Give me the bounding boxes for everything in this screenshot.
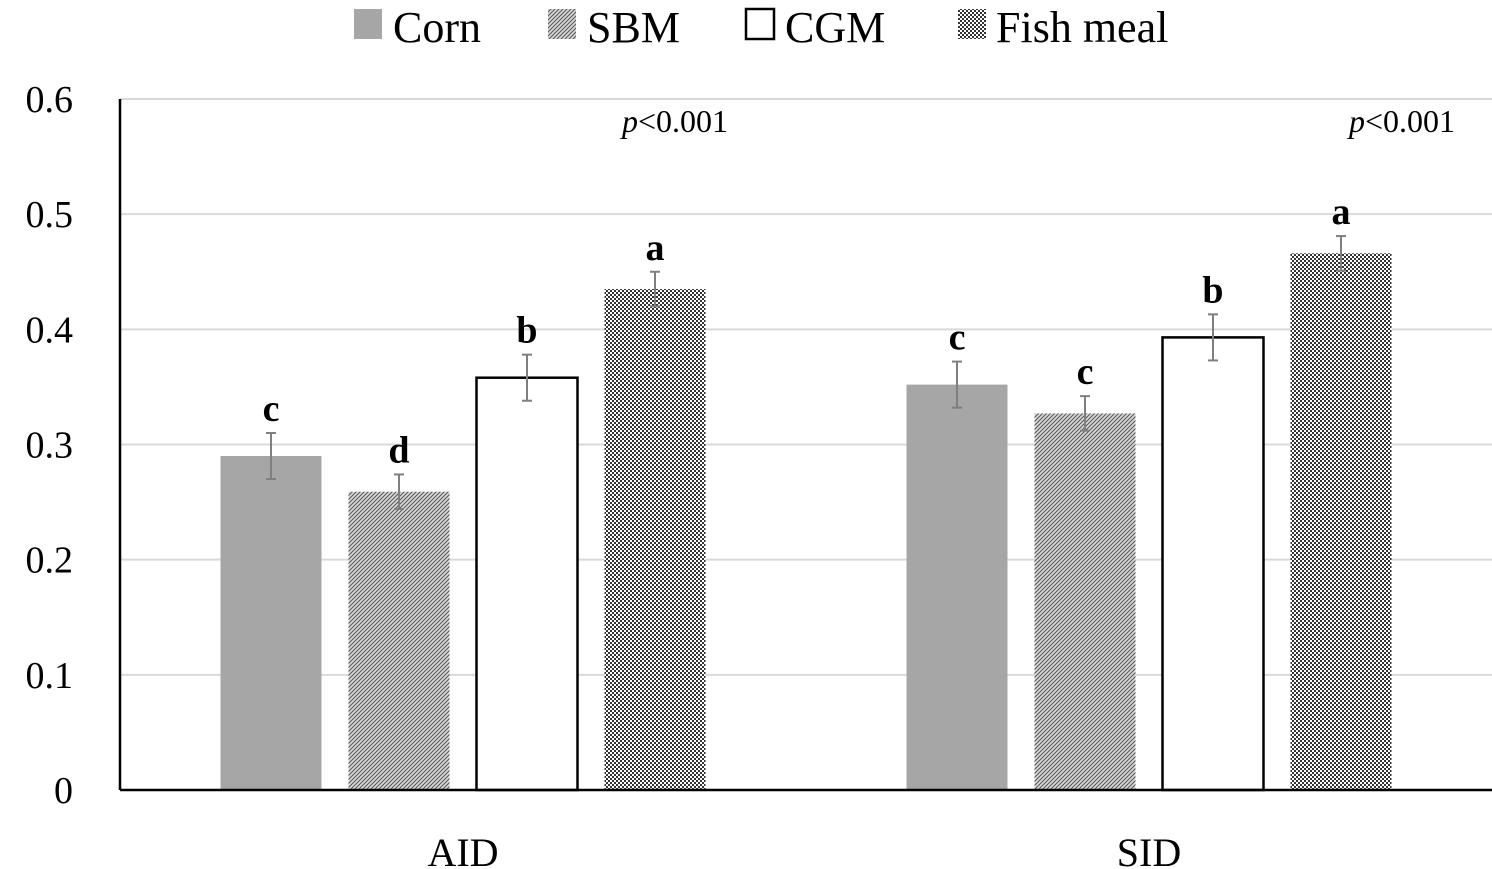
significance-letter: a [1332, 191, 1351, 233]
y-tick-label: 0.5 [26, 194, 74, 236]
p-value: <0.001 [1365, 103, 1455, 139]
legend-swatch [958, 9, 986, 39]
x-axis-categories: AID SID [427, 830, 1181, 869]
y-tick-label: 0.4 [26, 309, 74, 351]
legend: Corn SBM CGM Fish meal [354, 3, 1168, 52]
x-tick-label: AID [427, 830, 498, 869]
legend-swatch [548, 9, 576, 39]
gridlines [120, 98, 1492, 676]
legend-swatch [354, 9, 382, 39]
significance-letter: b [1202, 269, 1223, 311]
significance-letters: c d b a c c b a [263, 191, 1351, 471]
p-value-annotation: p<0.001 [1347, 103, 1455, 139]
significance-letter: a [646, 227, 665, 269]
significance-letter: c [949, 317, 966, 359]
p-symbol: p [620, 103, 638, 139]
legend-label: Fish meal [996, 3, 1168, 52]
bar [1161, 336, 1265, 792]
bar [475, 376, 579, 792]
y-tick-label: 0.6 [26, 79, 74, 121]
significance-letter: c [263, 388, 280, 430]
significance-letter: c [1077, 351, 1094, 393]
legend-label: CGM [785, 3, 885, 52]
bars [220, 253, 1392, 792]
p-value-annotations: p<0.001 p<0.001 [620, 103, 1455, 139]
p-value-annotation: p<0.001 [620, 103, 728, 139]
bar [1034, 413, 1136, 790]
legend-label: SBM [587, 3, 680, 52]
y-tick-label: 0.2 [26, 540, 74, 582]
error-bars [266, 235, 1346, 510]
bar [604, 289, 706, 790]
bar [348, 491, 450, 790]
x-tick-label: SID [1117, 830, 1181, 869]
p-value: <0.001 [638, 103, 728, 139]
legend-label: Corn [393, 3, 481, 52]
y-tick-label: 0 [54, 770, 73, 812]
bar [220, 456, 322, 790]
p-symbol: p [1347, 103, 1365, 139]
y-axis-ticks: 0 0.1 0.2 0.3 0.4 0.5 0.6 [26, 79, 74, 812]
bar [906, 384, 1008, 790]
significance-letter: b [516, 310, 537, 352]
y-tick-label: 0.1 [26, 655, 74, 697]
bar [1290, 253, 1392, 790]
axes [118, 99, 1492, 792]
y-tick-label: 0.3 [26, 425, 74, 467]
legend-swatch [744, 7, 776, 41]
significance-letter: d [388, 429, 409, 471]
